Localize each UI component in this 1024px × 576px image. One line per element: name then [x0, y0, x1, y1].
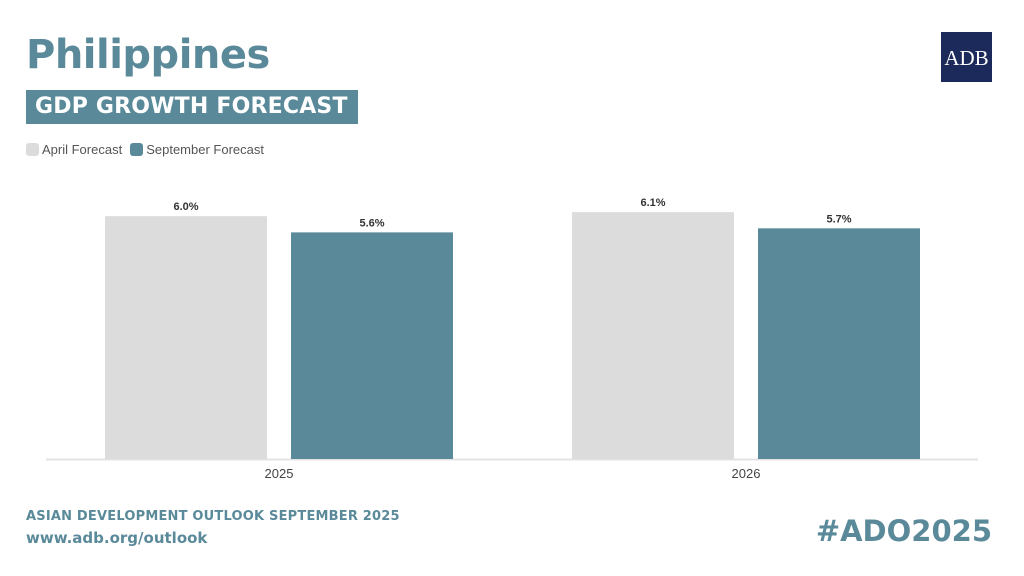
legend-item-april: April Forecast	[26, 142, 122, 157]
legend-swatch-september	[130, 143, 144, 156]
footer-url-link[interactable]: www.adb.org/outlook	[26, 529, 208, 547]
legend-label-april: April Forecast	[42, 142, 123, 157]
bar-2025-april	[105, 216, 267, 459]
data-label-2025-september: 5.6%	[359, 217, 384, 229]
footer-hashtag: #ADO2025	[815, 514, 992, 548]
adb-logo: ADB	[941, 32, 992, 82]
bar-2025-september	[291, 232, 453, 459]
x-tick-label-2025: 2025	[265, 466, 294, 481]
data-label-2026-april: 6.1%	[640, 197, 665, 209]
x-tick-label-2026: 2026	[732, 466, 761, 481]
chart-legend: April Forecast September Forecast	[26, 142, 272, 157]
legend-swatch-april	[26, 143, 39, 156]
chart-subtitle: GDP GROWTH FORECAST	[26, 90, 358, 124]
bar-2026-september	[758, 228, 920, 459]
bar-2026-april	[572, 212, 734, 459]
data-label-2026-september: 5.7%	[826, 213, 851, 225]
footer-publication-title: ASIAN DEVELOPMENT OUTLOOK SEPTEMBER 2025	[26, 509, 400, 524]
legend-label-september: September Forecast	[146, 142, 264, 157]
data-label-2025-april: 6.0%	[173, 201, 198, 213]
page-title: Philippines	[26, 32, 270, 78]
bar-chart: 6.0% 5.6% 2025 6.1% 5.7% 2026	[46, 197, 978, 481]
legend-item-september: September Forecast	[130, 142, 264, 157]
